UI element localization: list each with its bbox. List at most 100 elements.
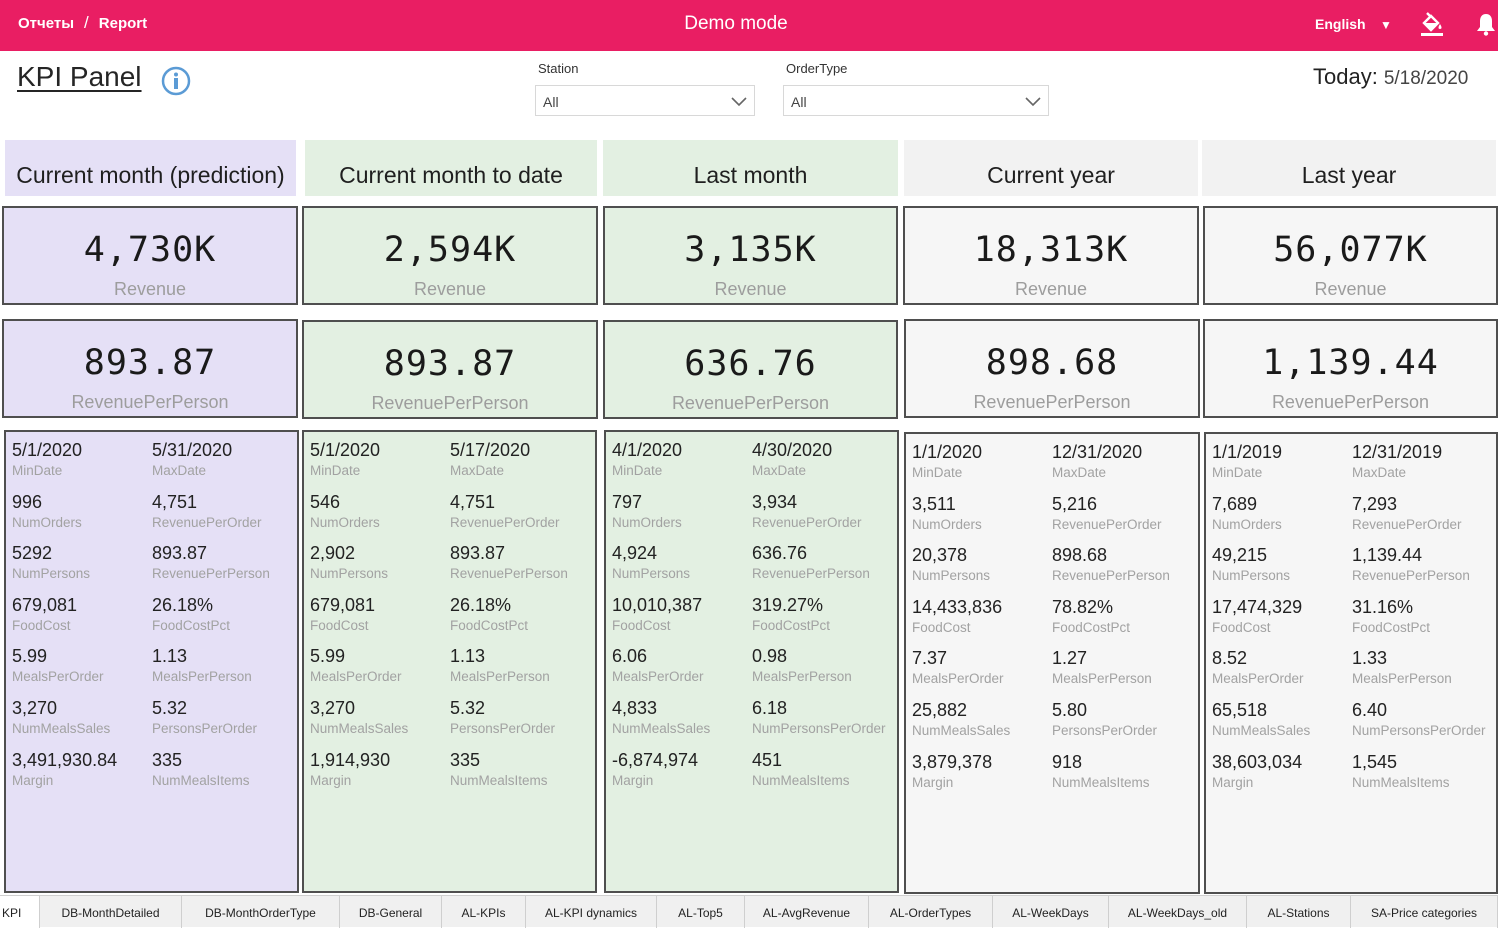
tab-al-avgrevenue[interactable]: AL-AvgRevenue: [745, 896, 869, 928]
metric-label: NumPersons: [310, 566, 389, 582]
revenue-per-person-value: 636.76: [684, 344, 817, 384]
metric-label: NumOrders: [310, 514, 380, 530]
info-icon[interactable]: [161, 66, 191, 96]
metric-cell: 8.52 MealsPerOrder: [1212, 648, 1304, 686]
metric-cell: 893.87 RevenuePerPerson: [450, 543, 568, 581]
tab-db-general[interactable]: DB-General: [340, 896, 442, 928]
metric-cell: 5.32 PersonsPerOrder: [152, 698, 257, 736]
metric-value: 8.52: [1212, 648, 1248, 669]
metric-value: 5.99: [310, 646, 346, 667]
column-header: Current month to date: [305, 140, 597, 196]
tab-al-kpis[interactable]: AL-KPIs: [442, 896, 526, 928]
caret-down-icon[interactable]: ▼: [1380, 18, 1392, 32]
breadcrumb: Отчеты / Report: [18, 13, 148, 33]
tab-db-monthdetailed[interactable]: DB-MonthDetailed: [40, 896, 182, 928]
metric-value: 335: [152, 749, 183, 770]
metric-value: 38,603,034: [1212, 751, 1303, 772]
metric-value: 3,270: [310, 698, 356, 718]
metric-value: 1,545: [1352, 751, 1398, 772]
metric-cell: 5/17/2020 MaxDate: [450, 440, 530, 478]
revenue-label: Revenue: [1314, 279, 1387, 299]
page-title[interactable]: KPI Panel: [17, 61, 142, 92]
metric-value: 4,924: [612, 543, 658, 564]
revenue-per-person-card: 893.87 RevenuePerPerson: [2, 319, 298, 418]
metric-cell: 5.80 PersonsPerOrder: [1052, 700, 1157, 738]
metric-label: FoodCost: [310, 617, 369, 633]
metric-label: FoodCost: [912, 619, 971, 635]
revenue-per-person-label: RevenuePerPerson: [71, 392, 229, 412]
metric-cell: 1/1/2019 MinDate: [1212, 442, 1282, 480]
ordertype-filter-label: OrderType: [786, 61, 848, 76]
metric-value: 4,751: [450, 491, 496, 512]
tab-db-monthordertype[interactable]: DB-MonthOrderType: [182, 896, 340, 928]
metric-cell: 5.99 MealsPerOrder: [12, 646, 104, 684]
metric-value: 12/31/2020: [1052, 442, 1143, 462]
breadcrumb-item-report[interactable]: Report: [98, 15, 148, 32]
tab-al-weekdays[interactable]: AL-WeekDays: [993, 896, 1109, 928]
metric-value: 1.13: [450, 646, 486, 667]
metric-cell: 7,293 RevenuePerOrder: [1352, 494, 1462, 532]
bell-icon[interactable]: [1475, 12, 1497, 36]
tab-al-kpi-dynamics[interactable]: AL-KPI dynamics: [526, 896, 657, 928]
metric-value: 4/1/2020: [612, 440, 683, 460]
tab-al-top5[interactable]: AL-Top5: [657, 896, 745, 928]
metric-value: 3,511: [912, 493, 956, 514]
metric-cell: 7.37 MealsPerOrder: [912, 648, 1004, 686]
metric-label: RevenuePerOrder: [1352, 516, 1462, 532]
station-dropdown[interactable]: All: [535, 85, 755, 116]
paint-bucket-icon[interactable]: [1418, 10, 1446, 38]
tab-al-weekdays-old[interactable]: AL-WeekDays_old: [1109, 896, 1247, 928]
metric-value: 1,139.44: [1352, 545, 1423, 566]
metric-value: 12/31/2019: [1352, 442, 1443, 462]
metric-cell: 25,882 NumMealsSales: [912, 700, 1010, 738]
language-selector[interactable]: English: [1315, 16, 1366, 32]
metric-label: Margin: [612, 772, 654, 788]
metric-label: RevenuePerPerson: [1352, 568, 1470, 584]
metric-value: 2,902: [310, 543, 356, 564]
tab-al-stations[interactable]: AL-Stations: [1247, 896, 1351, 928]
metric-value: 797: [612, 491, 643, 512]
metric-value: 4,751: [152, 491, 198, 512]
metric-label: RevenuePerOrder: [152, 514, 262, 530]
metric-label: MinDate: [310, 463, 361, 478]
metric-cell: 0.98 MealsPerPerson: [752, 646, 852, 684]
breadcrumb-item-reports[interactable]: Отчеты: [18, 15, 75, 32]
column-header: Last year: [1202, 140, 1496, 196]
revenue-per-person-card: 636.76 RevenuePerPerson: [603, 320, 898, 419]
metric-label: MealsPerOrder: [612, 669, 704, 685]
metric-value: 6.40: [1352, 700, 1388, 720]
metric-cell: 4,751 RevenuePerOrder: [450, 492, 560, 530]
chevron-down-icon: [731, 97, 747, 107]
metric-cell: 918 NumMealsItems: [1052, 752, 1150, 790]
metric-value: 5.80: [1052, 700, 1088, 720]
tab-al-ordertypes[interactable]: AL-OrderTypes: [869, 896, 993, 928]
metric-cell: 65,518 NumMealsSales: [1212, 700, 1310, 738]
metric-value: 636.76: [752, 543, 808, 564]
metric-label: FoodCostPct: [450, 617, 529, 633]
revenue-per-person-label: RevenuePerPerson: [371, 393, 529, 413]
metric-label: MealsPerPerson: [450, 669, 550, 685]
metric-value: 996: [12, 491, 43, 512]
ordertype-dropdown[interactable]: All: [783, 85, 1049, 116]
metric-value: 5.99: [12, 646, 48, 667]
metric-cell: 49,215 NumPersons: [1212, 545, 1290, 583]
metric-label: MealsPerPerson: [152, 669, 252, 685]
metric-label: MinDate: [1212, 465, 1263, 480]
metric-cell: 4,924 NumPersons: [612, 543, 690, 581]
today-display: Today: 5/18/2020: [1313, 64, 1468, 90]
tab-sa-price-categories[interactable]: SA-Price categories: [1351, 896, 1498, 928]
metric-value: 1.13: [152, 646, 188, 667]
revenue-per-person-card: 893.87 RevenuePerPerson: [302, 320, 598, 419]
metric-cell: 5292 NumPersons: [12, 543, 90, 581]
metric-value: 10,010,387: [612, 594, 703, 615]
metric-value: 3,879,378: [912, 751, 993, 772]
revenue-label: Revenue: [113, 279, 187, 299]
metric-cell: 7,689 NumOrders: [1212, 494, 1282, 532]
top-bar: Отчеты / Report Demo mode English ▼: [0, 0, 1498, 51]
metric-cell: 679,081 FoodCost: [310, 595, 375, 633]
metric-cell: 5/1/2020 MinDate: [12, 440, 82, 478]
metric-value: 6.06: [612, 646, 648, 667]
ordertype-dropdown-value: All: [791, 94, 807, 110]
tab-kpi[interactable]: KPI: [0, 896, 40, 928]
metric-value: 3,270: [12, 698, 58, 718]
